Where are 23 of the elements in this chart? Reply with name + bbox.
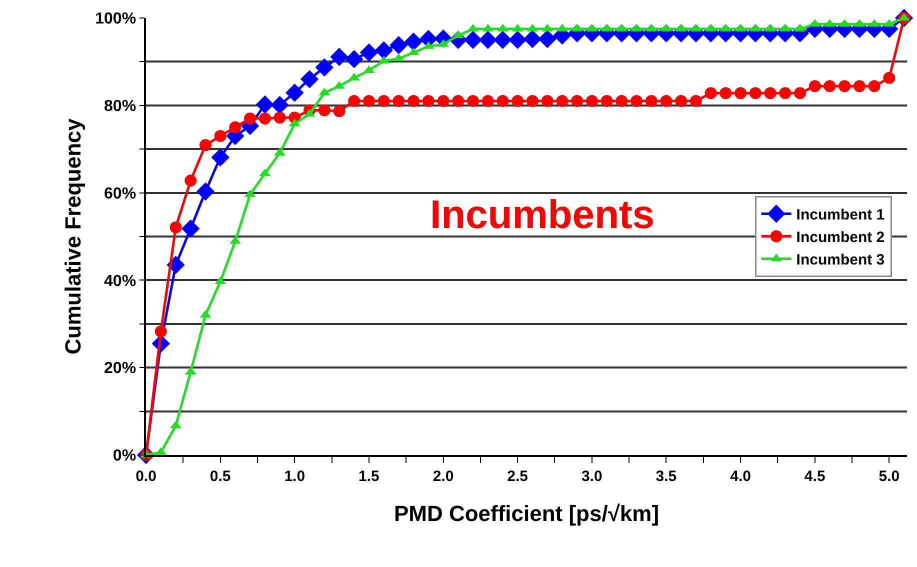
legend-label: Incumbent 2 <box>796 229 885 246</box>
x-tick-label: 4.5 <box>804 468 826 485</box>
legend-label: Incumbent 3 <box>796 252 885 269</box>
x-tick-label: 2.5 <box>507 468 528 485</box>
x-tick-label: 0.5 <box>210 468 231 485</box>
y-tick-label: 0% <box>112 448 136 465</box>
x-axis-title: PMD Coefficient [ps/√km] <box>394 501 660 526</box>
x-tick-label: 2.0 <box>432 468 454 485</box>
x-tick-label: 1.5 <box>358 468 380 485</box>
y-tick-label: 40% <box>104 272 136 290</box>
y-tick-label: 80% <box>104 98 136 115</box>
x-tick-label: 3.5 <box>656 468 677 485</box>
legend-label: Incumbent 1 <box>796 206 885 224</box>
y-tick-label: 60% <box>104 185 136 202</box>
x-tick-label: 4.0 <box>730 468 751 485</box>
x-tick-label: 0.0 <box>136 468 156 485</box>
x-tick-label: 5.0 <box>878 468 900 485</box>
y-tick-label: 100% <box>95 10 136 28</box>
y-tick-label: 20% <box>104 360 136 378</box>
y-axis-title: Cumulative Frequency <box>60 118 86 354</box>
x-tick-label: 1.0 <box>284 468 306 485</box>
x-tick-label: 3.0 <box>581 468 602 485</box>
annotation: Incumbents <box>430 193 654 237</box>
